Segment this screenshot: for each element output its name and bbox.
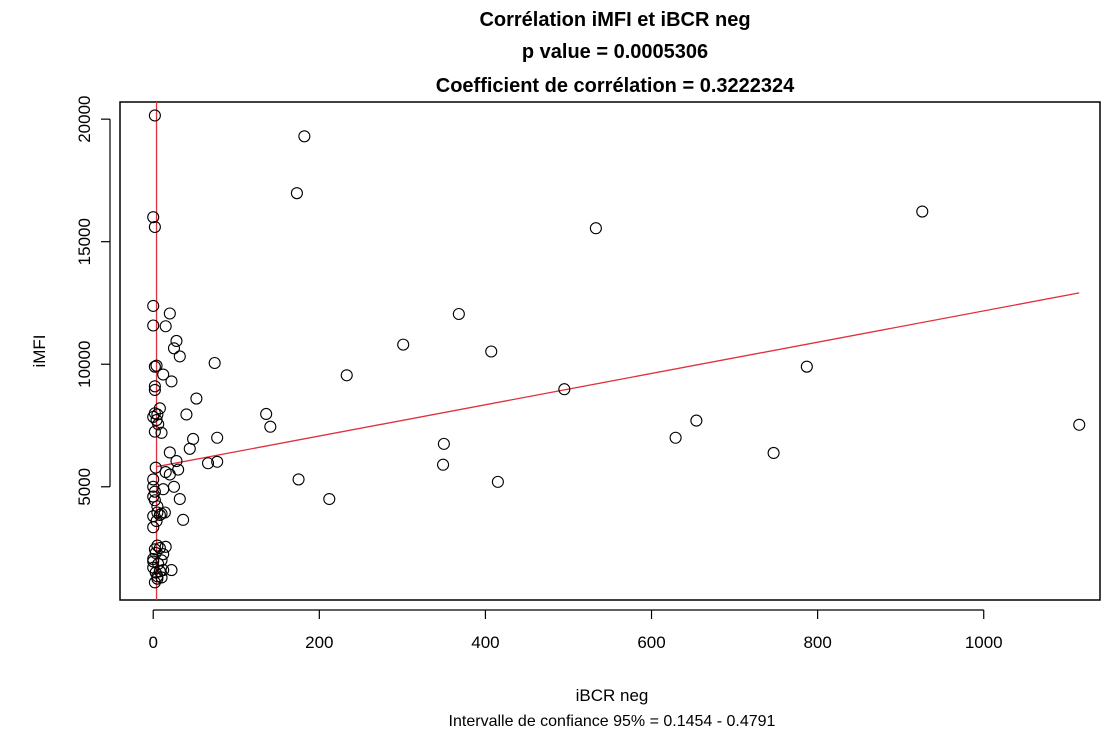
data-point — [157, 548, 170, 561]
data-point — [147, 319, 160, 332]
data-point — [151, 539, 164, 552]
data-point — [323, 492, 336, 506]
data-point — [170, 334, 183, 348]
data-point — [153, 541, 166, 555]
data-point — [148, 485, 161, 498]
fit-lines — [155, 102, 1080, 600]
data-point — [159, 540, 172, 553]
x-tick-label: 0 — [148, 633, 157, 652]
x-axis: 0 200 400 600 800 1000 — [148, 609, 1003, 652]
data-point — [147, 299, 160, 312]
data-point — [437, 437, 450, 450]
y-axis-label: iMFI — [30, 334, 49, 367]
data-point — [170, 454, 183, 468]
data-point — [187, 432, 200, 446]
data-point — [148, 109, 161, 122]
data-point — [589, 222, 602, 235]
data-point — [152, 418, 165, 431]
data-point — [290, 187, 303, 200]
x-tick-label: 600 — [637, 633, 665, 652]
data-point — [800, 360, 813, 373]
data-points — [147, 109, 1086, 589]
data-point — [173, 350, 186, 363]
data-point — [158, 506, 171, 519]
x-tick-label: 800 — [803, 633, 831, 652]
data-point — [155, 571, 168, 584]
data-point — [148, 383, 161, 397]
data-point — [159, 320, 172, 333]
data-point — [437, 458, 450, 471]
title-line-3: Coefficient de corrélation = 0.3222324 — [436, 75, 795, 97]
data-point — [397, 338, 410, 351]
data-point — [149, 461, 162, 474]
data-point — [147, 473, 160, 486]
data-point — [190, 392, 203, 405]
y-tick-label: 5000 — [75, 468, 94, 506]
data-point — [147, 521, 160, 534]
data-point — [165, 375, 178, 388]
data-point — [177, 513, 190, 526]
plot-frame — [119, 101, 1101, 601]
data-point — [690, 414, 703, 427]
data-point — [148, 220, 161, 234]
regression-line — [156, 292, 1080, 468]
data-point — [150, 359, 163, 372]
x-tick-label: 1000 — [965, 633, 1003, 652]
title-line-2: p value = 0.0005306 — [522, 41, 708, 63]
data-point — [211, 431, 224, 444]
data-point — [340, 369, 353, 382]
data-point — [151, 408, 164, 421]
data-point — [152, 557, 165, 571]
data-point — [452, 307, 465, 321]
x-tick-label: 400 — [471, 633, 499, 652]
data-point — [159, 466, 172, 479]
y-axis: 5000 10000 15000 20000 — [75, 96, 111, 506]
data-point — [298, 130, 311, 143]
data-point — [157, 368, 170, 381]
data-point — [292, 473, 305, 486]
data-point — [155, 426, 168, 439]
data-point — [767, 446, 780, 460]
y-tick-label: 10000 — [75, 341, 94, 388]
data-point — [180, 408, 193, 421]
data-point — [201, 457, 215, 470]
data-point — [485, 345, 498, 358]
x-axis-label: iBCR neg — [576, 686, 649, 705]
data-point — [172, 463, 185, 476]
confidence-interval-label: Intervalle de confiance 95% = 0.1454 - 0… — [449, 713, 776, 730]
data-point — [173, 492, 186, 506]
data-point — [558, 383, 571, 396]
data-point — [153, 402, 166, 415]
data-point — [167, 342, 181, 355]
data-point — [211, 455, 224, 468]
data-point — [165, 564, 178, 577]
data-point — [208, 356, 221, 370]
data-point — [1073, 418, 1086, 431]
chart-title: Corrélation iMFI et iBCR neg p value = 0… — [436, 9, 795, 97]
data-point — [264, 420, 277, 433]
data-point — [163, 446, 176, 459]
data-point — [148, 380, 161, 393]
data-point — [669, 431, 682, 444]
data-point — [491, 475, 504, 488]
data-point — [167, 480, 181, 493]
y-tick-label: 15000 — [75, 218, 94, 265]
data-point — [163, 307, 176, 320]
data-point — [163, 468, 176, 481]
data-point — [260, 407, 273, 421]
data-point — [916, 205, 929, 218]
x-tick-label: 200 — [305, 633, 333, 652]
y-tick-label: 20000 — [75, 96, 94, 143]
data-point — [148, 425, 161, 438]
data-point — [147, 211, 160, 224]
data-point — [148, 360, 161, 373]
title-line-1: Corrélation iMFI et iBCR neg — [479, 9, 750, 31]
data-point — [148, 494, 161, 507]
